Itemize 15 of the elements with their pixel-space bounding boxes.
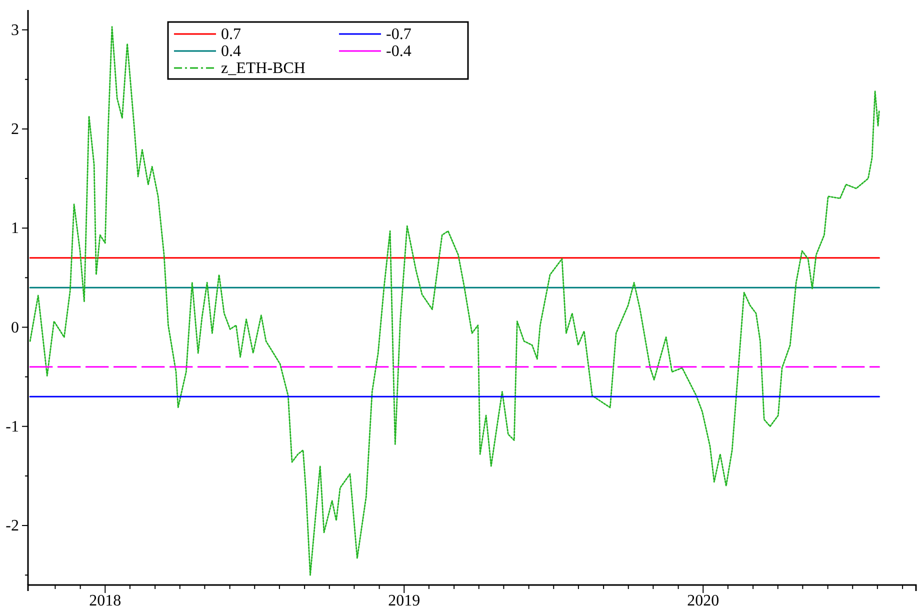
y-tick-label: -1 — [6, 418, 19, 436]
legend-label: 0.4 — [221, 43, 241, 60]
x-tick-label: 2019 — [388, 592, 420, 610]
x-tick-label: 2018 — [89, 592, 122, 610]
legend-label: -0.4 — [386, 43, 412, 60]
y-tick-label: 2 — [11, 121, 19, 138]
line-series — [29, 26, 880, 576]
legend-label: -0.7 — [386, 26, 412, 43]
x-tick-label: 2020 — [687, 592, 720, 610]
legend-label: 0.7 — [221, 26, 241, 43]
y-tick-label: -2 — [6, 518, 19, 535]
y-tick-label: 1 — [11, 220, 19, 238]
y-tick-label: 0 — [11, 319, 19, 336]
legend-label: z_ETH-BCH — [221, 60, 306, 77]
y-tick-label: 3 — [11, 22, 19, 39]
